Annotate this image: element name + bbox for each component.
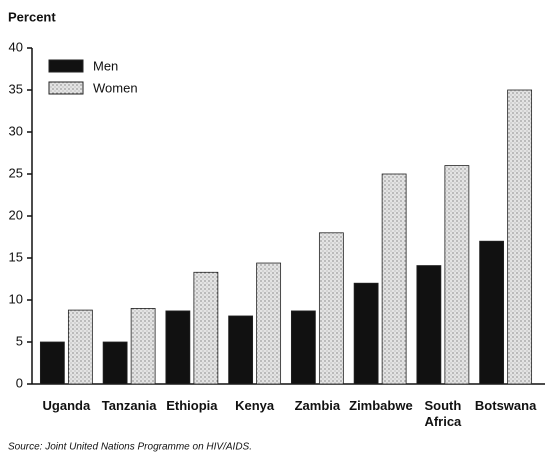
y-tick-label: 5	[16, 333, 23, 348]
y-tick-label: 20	[9, 207, 23, 222]
bar	[67, 309, 93, 385]
x-tick-label: Botswana	[474, 398, 537, 413]
x-tick-label: Ethiopia	[166, 398, 218, 413]
legend-label: Men	[93, 58, 118, 73]
y-tick-label: 25	[9, 165, 23, 180]
legend-swatch	[48, 81, 84, 95]
y-tick-label: 40	[9, 39, 23, 54]
x-tick-label: Tanzania	[101, 398, 157, 413]
bar	[507, 89, 533, 385]
x-tick-label: Zimbabwe	[349, 398, 413, 413]
bar	[193, 271, 219, 385]
x-tick-label: South Africa	[424, 398, 462, 429]
bar	[102, 341, 128, 385]
bar	[444, 165, 470, 385]
bar	[416, 265, 442, 385]
bar	[381, 173, 407, 385]
legend-swatch	[48, 59, 84, 73]
bar	[318, 232, 344, 385]
x-tick-label: Kenya	[235, 398, 275, 413]
bar	[39, 341, 65, 385]
bar	[130, 307, 156, 385]
bar	[479, 240, 505, 385]
bar	[290, 310, 316, 385]
source-note: Source: Joint United Nations Programme o…	[8, 442, 252, 453]
x-tick-label: Zambia	[294, 398, 341, 413]
bar	[256, 262, 282, 385]
y-tick-label: 35	[9, 81, 23, 96]
bar	[165, 310, 191, 385]
y-tick-label: 10	[9, 291, 23, 306]
y-tick-label: 30	[9, 123, 23, 138]
y-axis-label: Percent	[8, 9, 56, 24]
bar	[228, 315, 254, 385]
y-tick-label: 0	[16, 375, 23, 390]
legend-label: Women	[93, 80, 138, 95]
bar	[353, 282, 379, 385]
y-tick-label: 15	[9, 249, 23, 264]
x-tick-label: Uganda	[42, 398, 91, 413]
